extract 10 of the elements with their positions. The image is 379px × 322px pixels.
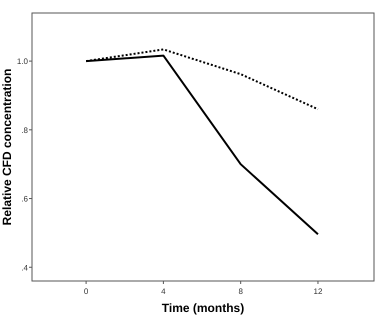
y-tick-label: .8 [21,126,29,135]
y-tick-label: 1.0 [16,57,29,66]
y-tick-label: .6 [21,194,29,204]
x-tick-label: 8 [238,287,244,296]
x-tick-label: 4 [161,287,166,296]
x-axis-title: Time (months) [162,301,244,315]
x-tick-label: 0 [84,287,89,296]
y-axis-title: Relative CFD concentration [0,68,14,226]
x-tick-label: 12 [314,287,323,296]
y-tick-label: .4 [21,263,29,272]
